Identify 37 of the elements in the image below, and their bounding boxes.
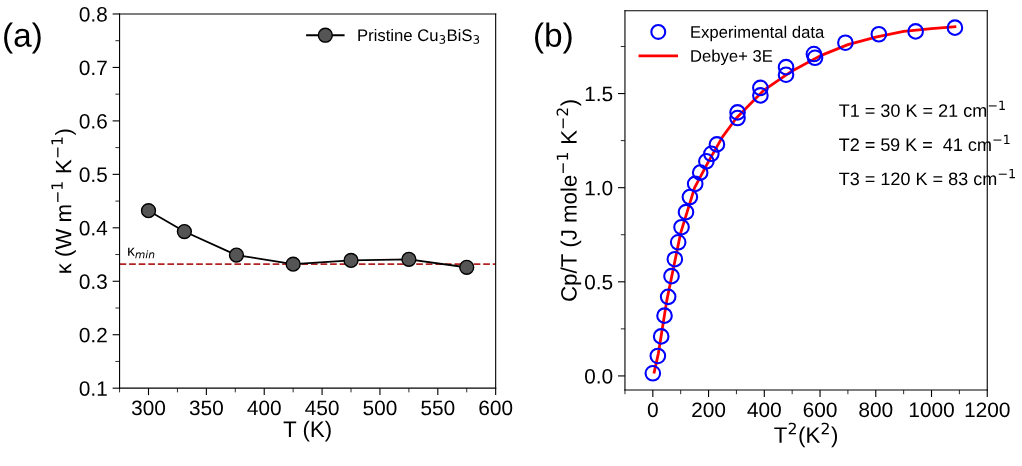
x-tick-label: 400 xyxy=(247,400,281,416)
legend-label: Pristine Cu$_{3}$BiS$_{3}$ xyxy=(358,28,480,44)
y-axis-title: κ (W m$^{−1}$ K$^{−1}$) xyxy=(51,129,76,273)
y-tick-label: 0.5 xyxy=(79,167,107,183)
x-tick-label: 1200 xyxy=(965,402,1010,418)
x-axis-title: T (K) xyxy=(283,420,331,442)
x-tick-label: 300 xyxy=(131,400,166,416)
legend-label: Experimental data xyxy=(691,25,825,42)
annotation: T1 = 30 K = 21 cm$^{−1}$ xyxy=(839,100,1005,117)
x-tick-label: 800 xyxy=(859,402,893,418)
x-tick-label: 0 xyxy=(647,402,658,418)
x-tick-label: 600 xyxy=(479,400,513,416)
y-tick-label: 0.4 xyxy=(79,220,108,236)
x-tick-label: 500 xyxy=(363,400,397,416)
legend-label: Debye+ 3E xyxy=(691,49,773,66)
y-tick-label: 0.3 xyxy=(79,274,107,290)
x-tick-label: 550 xyxy=(421,400,455,416)
y-tick-label: 0.5 xyxy=(585,274,613,290)
x-axis-title: T$^{2}$(K$^{2}$) xyxy=(774,422,838,448)
y-axis-title: Cp/T (J mole$^{−1}$ K$^{−2}$) xyxy=(556,100,582,301)
text: (b) xyxy=(535,22,572,54)
x-tick-label: 400 xyxy=(747,402,781,418)
y-tick-label: 0.8 xyxy=(79,6,107,22)
x-tick-label: 1000 xyxy=(909,402,954,418)
y-tick-label: 0.7 xyxy=(79,60,107,76)
ref-line-label: κ$_{min}$ xyxy=(128,247,155,259)
y-tick-label: 0.0 xyxy=(585,368,613,384)
x-tick-label: 200 xyxy=(692,402,726,418)
y-tick-label: 1.5 xyxy=(585,86,613,102)
y-tick-label: 0.6 xyxy=(79,113,107,129)
x-tick-label: 450 xyxy=(305,400,339,416)
y-tick-label: 0.1 xyxy=(79,381,107,396)
x-tick-label: 600 xyxy=(803,402,837,418)
y-tick-label: 1.0 xyxy=(585,180,613,196)
text: (a) xyxy=(4,22,41,54)
x-tick-label: 350 xyxy=(189,400,223,416)
y-tick-label: 0.2 xyxy=(79,327,107,343)
